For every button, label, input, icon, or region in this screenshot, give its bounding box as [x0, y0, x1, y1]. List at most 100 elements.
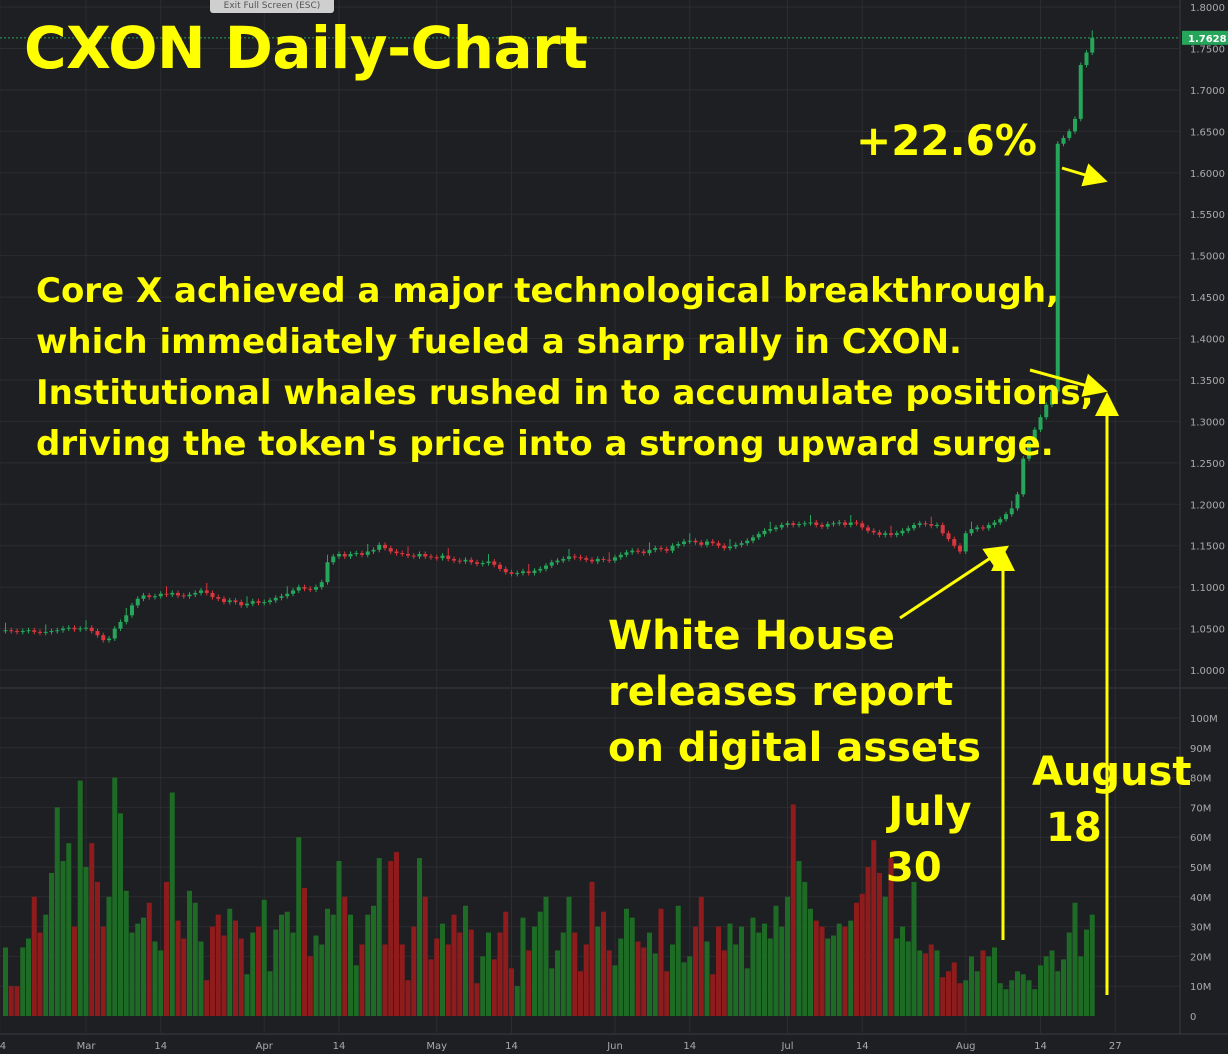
- volume-bar: [313, 935, 319, 1016]
- volume-bar: [537, 911, 543, 1016]
- price-tick-label: 1.4500: [1190, 293, 1225, 304]
- price-tick-label: 1.6500: [1190, 127, 1225, 138]
- candle: [325, 562, 330, 583]
- volume-bar: [250, 932, 256, 1016]
- volume-bar: [319, 944, 325, 1016]
- candle: [676, 544, 681, 546]
- volume-tick-label: 90M: [1190, 744, 1211, 755]
- volume-bar: [560, 932, 566, 1016]
- volume-bar: [520, 917, 526, 1016]
- volume-tick-label: 20M: [1190, 952, 1211, 963]
- price-tick-label: 1.2500: [1190, 459, 1225, 470]
- candle: [636, 550, 640, 552]
- volume-bar: [187, 890, 192, 1016]
- volume-bar: [336, 861, 342, 1016]
- candle: [1090, 37, 1095, 53]
- price-tick-label: 1.0000: [1190, 666, 1225, 677]
- time-axis: 14 Mar 14 Apr 14 May 14 Jun 14 Jul 14 Aug 14 27: [0, 1041, 1122, 1052]
- volume-bar: [836, 923, 842, 1016]
- candle: [291, 590, 295, 594]
- price-tick-label: 1.3000: [1190, 417, 1225, 428]
- candle: [705, 541, 709, 545]
- candle: [388, 548, 393, 552]
- candle: [532, 570, 537, 574]
- percent-gain-label: +22.6%: [856, 116, 1037, 165]
- volume-bar: [785, 896, 790, 1016]
- volume-bar: [716, 926, 721, 1016]
- candle: [78, 628, 83, 630]
- price-tick-label: 1.1000: [1190, 583, 1225, 594]
- time-tick-label: 14: [0, 1041, 6, 1052]
- volume-bar: [77, 780, 83, 1016]
- volume-bar: [825, 938, 831, 1016]
- candle: [164, 593, 169, 595]
- candle: [342, 553, 347, 557]
- exit-fullscreen-button[interactable]: Exit Full Screen (ESC): [210, 0, 334, 13]
- time-tick-label: 14: [505, 1041, 518, 1052]
- candle: [768, 529, 773, 531]
- volume-bar: [457, 932, 463, 1016]
- volume-bar: [215, 914, 221, 1016]
- candle: [61, 628, 65, 631]
- candle: [699, 542, 704, 545]
- volume-bar: [526, 950, 532, 1016]
- volume-bar: [1084, 929, 1089, 1016]
- candle: [20, 631, 25, 633]
- candle: [986, 524, 991, 529]
- candle: [946, 533, 951, 540]
- candle: [549, 562, 554, 566]
- candle: [440, 555, 445, 559]
- volume-bar: [146, 902, 152, 1016]
- volume-bar: [238, 938, 244, 1016]
- price-tick-label: 1.5000: [1190, 252, 1225, 263]
- volume-bar: [31, 896, 37, 1016]
- candle: [199, 590, 203, 593]
- candle: [130, 605, 134, 616]
- candle: [710, 541, 715, 544]
- volume-bar: [348, 914, 353, 1016]
- candle: [314, 587, 318, 590]
- price-tick-label: 1.4000: [1190, 335, 1225, 346]
- volume-bar: [767, 938, 773, 1016]
- candle: [751, 537, 755, 541]
- volume-bar: [1066, 932, 1072, 1016]
- candle: [158, 593, 163, 597]
- candle: [141, 595, 146, 599]
- volume-bar: [371, 905, 376, 1016]
- candle: [659, 548, 663, 550]
- candle: [49, 631, 54, 633]
- candle: [647, 549, 652, 554]
- volume-bar: [221, 935, 227, 1016]
- volume-bar: [1015, 971, 1020, 1016]
- candle: [84, 627, 88, 629]
- candle: [170, 592, 175, 595]
- price-tick-label: 1.2000: [1190, 500, 1225, 511]
- volume-bar: [848, 920, 854, 1016]
- candle: [354, 553, 359, 555]
- volume-bar: [1032, 989, 1038, 1016]
- volume-bar: [980, 950, 986, 1016]
- candle: [245, 603, 249, 606]
- candle: [227, 600, 232, 603]
- volume-bar: [267, 971, 273, 1016]
- volume-bar: [3, 947, 8, 1016]
- volume-bar: [877, 872, 882, 1016]
- volume-bar: [647, 932, 652, 1016]
- candle: [89, 627, 94, 632]
- volume-bar: [175, 920, 181, 1016]
- price-tick-label: 1.7000: [1190, 86, 1225, 97]
- candle: [814, 522, 819, 525]
- time-tick-label: 14: [333, 1041, 346, 1052]
- volume-bar: [664, 971, 670, 1016]
- candle: [1055, 143, 1060, 392]
- candles: [3, 30, 1095, 643]
- candle: [975, 527, 980, 530]
- candle: [762, 530, 767, 535]
- chart-title: CXON Daily-Chart: [24, 14, 588, 82]
- candle: [72, 627, 77, 630]
- volume-bar: [658, 908, 664, 1016]
- candle: [820, 524, 824, 527]
- volume-bar: [463, 905, 468, 1016]
- volume-bar: [601, 911, 606, 1016]
- candle: [802, 523, 807, 525]
